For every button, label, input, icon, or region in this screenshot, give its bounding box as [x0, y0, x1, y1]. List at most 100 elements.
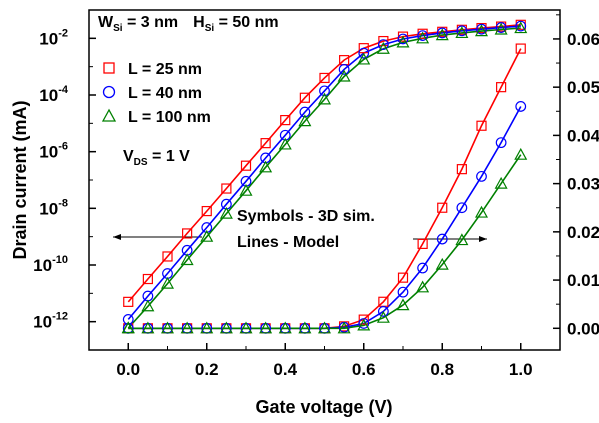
log-model-line — [127, 25, 521, 320]
triangle-marker — [337, 69, 351, 82]
triangle-marker — [435, 257, 449, 270]
circle-marker — [476, 170, 487, 182]
square-marker — [378, 35, 389, 47]
triangle-marker — [259, 160, 273, 173]
legend-label: L = 40 nm — [128, 85, 202, 102]
square-marker — [182, 228, 193, 239]
circle-marker — [417, 30, 429, 41]
y-right-tick-label: 0.04 — [567, 126, 599, 145]
x-tick-label: 0.2 — [195, 360, 219, 379]
circle-marker — [515, 20, 527, 32]
triangle-marker — [278, 137, 292, 150]
x-axis-title: Gate voltage (V) — [255, 397, 392, 417]
triangle-marker — [494, 22, 508, 35]
x-tick-label: 0.0 — [116, 360, 140, 379]
triangle-marker — [396, 35, 410, 48]
triangle-marker — [141, 299, 155, 312]
legend: L = 25 nm L = 40 nm L = 100 nm — [101, 61, 211, 126]
triangle-marker — [317, 92, 332, 105]
y-left-tick-label: 10-4 — [39, 84, 69, 105]
left-axis-arrow — [113, 234, 202, 240]
triangle-marker — [141, 321, 155, 334]
triangle-marker — [435, 28, 449, 41]
triangle-marker — [239, 183, 253, 196]
y-left-tick-label: 10-8 — [39, 197, 68, 218]
square-marker — [221, 183, 232, 194]
square-marker — [260, 138, 271, 149]
vds-annotation: VDS = 1 V — [123, 148, 190, 168]
x-tick-label: 1.0 — [509, 360, 533, 379]
square-marker — [201, 205, 212, 217]
square-marker — [358, 43, 369, 54]
triangle-marker — [259, 321, 273, 334]
y-right-tick-label: 0.00 — [567, 319, 599, 338]
square-marker — [123, 296, 134, 307]
legend-circle-marker — [102, 85, 116, 99]
circle-marker — [495, 137, 507, 149]
triangle-marker — [219, 206, 233, 219]
circle-marker — [377, 39, 389, 51]
triangle-marker — [357, 318, 371, 331]
circle-marker — [397, 286, 409, 298]
triangle-marker — [455, 26, 469, 39]
square-marker — [397, 272, 409, 283]
y-axis-title: Drain current (mA) — [10, 100, 30, 259]
square-marker — [319, 72, 330, 84]
square-marker — [142, 273, 153, 285]
circle-marker — [417, 262, 429, 274]
square-marker — [162, 251, 173, 262]
y-right-tick-label: 0.02 — [567, 223, 599, 242]
y-right-tick-label: 0.06 — [567, 30, 599, 49]
triangle-marker — [455, 233, 469, 246]
triangle-marker — [121, 321, 135, 334]
symbols-note: Symbols - 3D sim. — [237, 208, 375, 225]
log-model-line — [127, 24, 521, 303]
y-left-tick-label: 10-12 — [33, 311, 68, 332]
triangle-marker — [298, 321, 312, 334]
square-marker — [456, 164, 467, 175]
square-marker — [515, 43, 526, 54]
triangle-marker — [200, 321, 214, 334]
triangle-marker — [278, 321, 292, 334]
circle-marker — [122, 314, 134, 325]
triangle-marker — [357, 52, 371, 65]
circle-marker — [299, 106, 311, 118]
circle-marker — [358, 47, 370, 59]
legend-triangle-marker — [101, 108, 117, 122]
y-right-tick-label: 0.01 — [567, 271, 599, 290]
square-marker — [496, 82, 507, 93]
circle-marker — [338, 64, 350, 75]
linear-model-line — [128, 154, 522, 330]
model-lines — [127, 24, 522, 330]
triangle-marker — [474, 24, 489, 37]
square-marker — [240, 160, 252, 171]
triangle-marker — [474, 205, 489, 218]
circle-marker — [436, 233, 448, 245]
y-left-tick-label: 10-10 — [33, 254, 68, 275]
triangle-marker — [219, 321, 233, 334]
dimensions-annotation: WSi = 3 nm HSi = 50 nm — [98, 14, 279, 34]
tick-labels: 0.0 0.2 0.4 0.6 0.8 1.0 10-12 10-10 10-8 10-6 10-4… — [33, 27, 599, 379]
triangle-marker — [376, 41, 390, 54]
square-marker — [437, 202, 448, 213]
circle-marker — [456, 202, 468, 214]
square-marker — [358, 314, 369, 325]
triangle-marker — [239, 321, 253, 334]
legend-square-marker — [103, 62, 115, 74]
y-right-tick-label: 0.05 — [567, 78, 599, 97]
triangle-marker — [494, 176, 508, 189]
simulation-markers — [121, 19, 528, 334]
triangle-marker — [298, 114, 312, 127]
triangle-marker — [180, 253, 194, 266]
triangle-marker — [200, 229, 214, 242]
circle-marker — [515, 101, 527, 112]
log-model-line — [127, 27, 521, 329]
x-tick-label: 0.8 — [430, 360, 454, 379]
triangle-marker — [160, 276, 175, 289]
circle-marker — [377, 306, 389, 317]
triangle-marker — [416, 31, 430, 44]
circle-marker — [436, 27, 448, 39]
triangle-marker — [514, 147, 528, 160]
lines-note: Lines - Model — [237, 234, 339, 251]
